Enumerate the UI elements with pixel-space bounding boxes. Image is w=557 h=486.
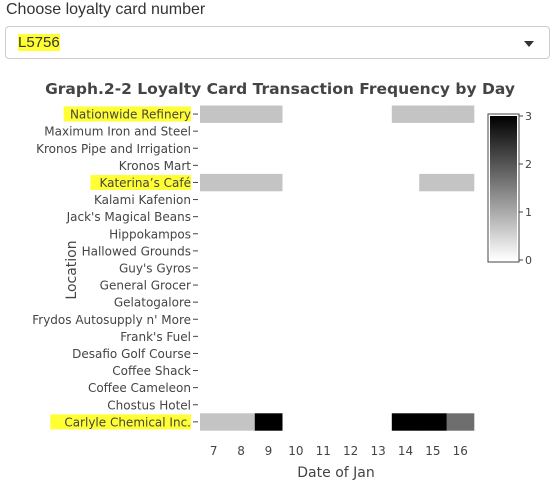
y-tick-label: Kronos Mart: [119, 159, 192, 173]
heatmap-cell: [227, 413, 256, 431]
heatmap-cell: [200, 413, 228, 431]
x-tick-label: 11: [316, 444, 331, 458]
x-tick-label: 7: [210, 444, 218, 458]
y-tick-label: Maximum Iron and Steel: [44, 125, 191, 139]
loyalty-card-select[interactable]: L5756: [5, 26, 550, 59]
heatmap-cell: [446, 105, 475, 123]
x-tick-label: 8: [237, 444, 245, 458]
y-tick-label: Guy's Gyros: [119, 261, 191, 275]
x-tick-labels: 7 8 9 10 11 12 13 14 15 16: [210, 444, 468, 458]
y-tick-label: Desafio Golf Course: [72, 347, 191, 361]
chart-title: Graph.2-2 Loyalty Card Transaction Frequ…: [45, 80, 515, 98]
colorbar-tick-label: 2: [525, 158, 532, 171]
x-tick-label: 13: [370, 444, 385, 458]
label-highlight: [63, 106, 192, 122]
y-tick-label: Nationwide Refinery: [70, 108, 191, 122]
y-tick-label: Kalami Kafenion: [94, 193, 191, 207]
caret-down-icon: [524, 41, 534, 47]
heatmap-cell: [200, 105, 228, 123]
y-tick-label: Frydos Autosupply n' More: [32, 313, 191, 327]
y-tick-label: Frank's Fuel: [120, 330, 191, 344]
y-tick-labels: Nationwide Refinery Maximum Iron and Stee…: [32, 106, 198, 430]
y-tick-label: Hallowed Grounds: [82, 244, 191, 258]
heatmap-cell: [200, 173, 228, 192]
heatmap-cell: [254, 413, 283, 431]
heatmap-cell: [254, 105, 283, 123]
x-tick-label: 16: [453, 444, 468, 458]
colorbar-ticks: 0 1 2 3: [519, 110, 532, 267]
y-tick-label: General Grocer: [100, 279, 191, 293]
colorbar-gradient: [490, 116, 517, 260]
x-tick-label: 10: [288, 444, 303, 458]
label-highlight: [50, 414, 191, 430]
heatmap-chart: Graph.2-2 Loyalty Card Transaction Frequ…: [32, 80, 532, 481]
y-tick-label: Carlyle Chemical Inc.: [64, 415, 191, 429]
y-tick-label: Coffee Cameleon: [88, 381, 191, 395]
colorbar-frame: [487, 113, 520, 263]
heatmap-cell: [419, 173, 447, 192]
heatmap-cell: [227, 105, 256, 123]
y-axis-title: Location: [64, 240, 80, 299]
heatmap-cell: [446, 413, 475, 431]
y-tick-label: Chostus Hotel: [107, 398, 191, 412]
label-highlight: [90, 175, 191, 190]
heatmap-cell: [391, 105, 420, 123]
heatmap-cell: [419, 413, 447, 431]
colorbar-tick-label: 1: [525, 206, 532, 219]
y-tick-label: Hippokampos: [109, 227, 191, 241]
colorbar-tick-label: 0: [525, 254, 532, 267]
y-tick-label: Gelatogalore: [114, 296, 191, 310]
x-axis-title: Date of Jan: [297, 465, 374, 481]
loyalty-card-label: Choose loyalty card number: [6, 1, 206, 18]
heatmap-cells: [200, 105, 475, 431]
colorbar-tick-label: 3: [525, 110, 532, 123]
heatmap-cell: [227, 173, 256, 192]
heatmap-cell: [446, 173, 475, 192]
y-tick-label: Jack's Magical Beans: [66, 210, 191, 224]
heatmap-cell: [254, 173, 283, 192]
x-tick-label: 9: [265, 444, 273, 458]
x-tick-label: 14: [398, 444, 413, 458]
selected-card-number: L5756: [18, 34, 60, 51]
x-tick-label: 15: [425, 444, 440, 458]
heatmap-cell: [419, 105, 447, 123]
x-tick-label: 12: [343, 444, 358, 458]
y-tick-label: Coffee Shack: [112, 364, 191, 378]
colorbar: 0 1 2 3: [487, 110, 532, 267]
y-tick-label: Katerina’s Café: [99, 176, 191, 190]
heatmap-cell: [391, 413, 420, 431]
y-tick-label: Kronos Pipe and Irrigation: [36, 142, 191, 156]
